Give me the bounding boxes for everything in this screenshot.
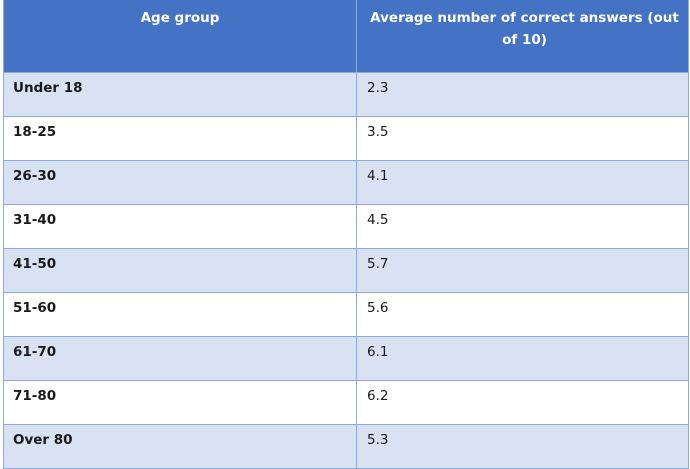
header-average-correct: Average number of correct answers (out o… xyxy=(356,0,689,73)
table-row: 51-60 5.6 xyxy=(3,291,689,337)
average-value-cell: 5.6 xyxy=(356,291,689,337)
average-value-cell: 5.7 xyxy=(356,247,689,293)
age-group-cell: 31-40 xyxy=(3,203,357,249)
age-group-cell: 71-80 xyxy=(3,379,357,425)
header-row: Age group Average number of correct answ… xyxy=(3,0,689,73)
table-row: Under 18 2.3 xyxy=(3,71,689,117)
age-group-cell: 51-60 xyxy=(3,291,357,337)
header-age-group: Age group xyxy=(3,0,357,73)
average-value-cell: 3.5 xyxy=(356,115,689,161)
age-group-cell: 41-50 xyxy=(3,247,357,293)
table-row: Over 80 5.3 xyxy=(3,423,689,469)
age-group-cell: 18-25 xyxy=(3,115,357,161)
average-value-cell: 5.3 xyxy=(356,423,689,469)
table-body: Under 18 2.3 18-25 3.5 26-30 4.1 31-40 4… xyxy=(3,71,689,469)
age-group-cell: Under 18 xyxy=(3,71,357,117)
data-table-container: Age group Average number of correct answ… xyxy=(3,0,689,469)
table-row: 71-80 6.2 xyxy=(3,379,689,425)
average-value-cell: 6.1 xyxy=(356,335,689,381)
age-group-cell: 26-30 xyxy=(3,159,357,205)
average-value-cell: 6.2 xyxy=(356,379,689,425)
table-row: 61-70 6.1 xyxy=(3,335,689,381)
average-value-cell: 2.3 xyxy=(356,71,689,117)
average-value-cell: 4.5 xyxy=(356,203,689,249)
age-group-cell: Over 80 xyxy=(3,423,357,469)
age-score-table: Age group Average number of correct answ… xyxy=(3,0,689,469)
age-group-cell: 61-70 xyxy=(3,335,357,381)
average-value-cell: 4.1 xyxy=(356,159,689,205)
table-row: 31-40 4.5 xyxy=(3,203,689,249)
table-row: 41-50 5.7 xyxy=(3,247,689,293)
table-header: Age group Average number of correct answ… xyxy=(3,0,689,73)
table-row: 18-25 3.5 xyxy=(3,115,689,161)
table-row: 26-30 4.1 xyxy=(3,159,689,205)
